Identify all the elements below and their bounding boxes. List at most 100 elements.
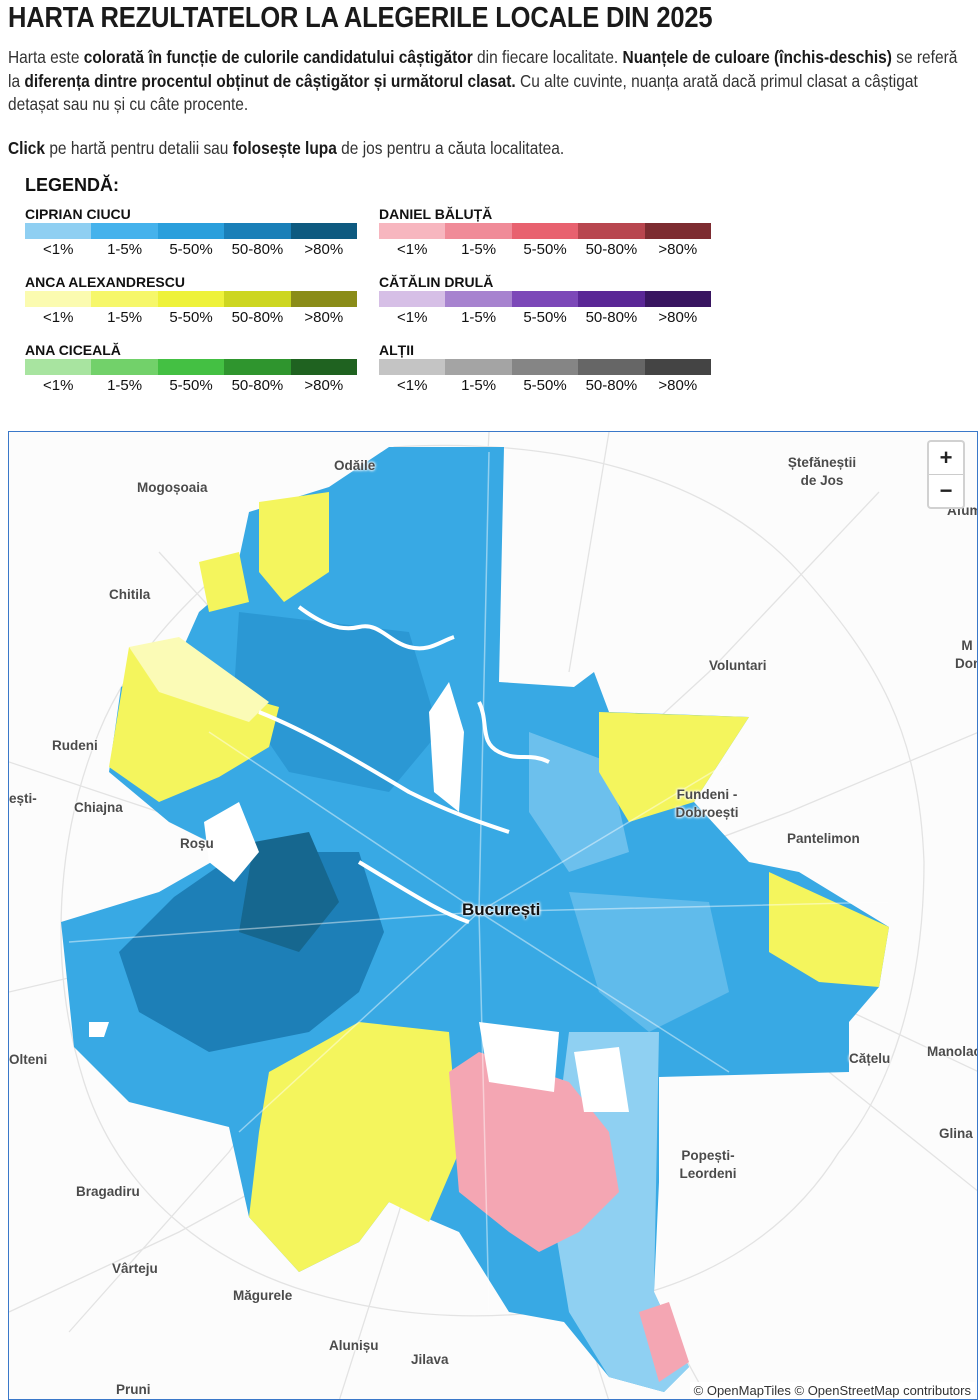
legend-swatch [157, 359, 225, 375]
legend-color-scale [379, 223, 712, 239]
legend-swatch [25, 359, 92, 375]
legend-bin-label: 50-80% [231, 241, 284, 258]
place-label: Pruni [116, 1382, 151, 1397]
legend-bin-label: 5-50% [523, 309, 567, 326]
legend-bin-label: 5-50% [169, 377, 213, 394]
place-label: Măgurele [233, 1288, 293, 1303]
legend-bin-label: >80% [304, 309, 344, 326]
zoom-in-button[interactable]: + [939, 445, 953, 470]
legend-candidate-name: ANA CICEALĂ [25, 342, 121, 358]
legend-swatch [644, 223, 712, 239]
legend-bin-label: <1% [396, 309, 428, 326]
place-label: Mogoșoaia [137, 480, 208, 495]
place-label: Odăile [334, 458, 376, 473]
place-label: Voluntari [709, 658, 767, 673]
legend-bin-label: 1-5% [107, 309, 143, 326]
place-label: Cățelu [849, 1051, 891, 1066]
legend-bin-label: <1% [42, 309, 74, 326]
intro-run: Cu alte cuvinte, nuanța arată dacă primu… [8, 70, 918, 115]
page-title: HARTA REZULTATELOR LA ALEGERILE LOCALE D… [8, 2, 713, 34]
legend-swatch [91, 291, 158, 307]
rivers [258, 605, 550, 924]
legend-bin-label: >80% [304, 377, 344, 394]
legend-swatch [445, 223, 512, 239]
legend-swatch [290, 223, 358, 239]
legend-color-scale [379, 359, 712, 375]
legend-swatch [91, 359, 158, 375]
legend-bin-label: 1-5% [461, 241, 497, 258]
legend-bin-label: 50-80% [585, 309, 638, 326]
intro-run: se referă la [8, 47, 958, 91]
map-attribution: © OpenMapTiles © OpenStreetMap contribut… [689, 1382, 975, 1399]
legend-title: LEGENDĂ: [25, 175, 119, 195]
legend-bin-label: 1-5% [461, 377, 497, 394]
instructions-run: folosește lupa [232, 138, 337, 158]
intro-run: diferența dintre procentul obținut de câ… [24, 70, 516, 91]
intro-run: din fiecare localitate. [472, 47, 623, 67]
legend-bin-label: 1-5% [107, 241, 143, 258]
legend-swatch [445, 291, 512, 307]
legend-ciceala: ANA CICEALĂ <1% 1-5% 5-50% 50-80% >80% [25, 342, 358, 394]
legend-swatch [379, 359, 446, 375]
legend-swatch [578, 359, 645, 375]
map-canvas[interactable] [9, 432, 978, 1400]
legend-drula: CĂTĂLIN DRULĂ <1% 1-5% 5-50% 50-80% >80% [379, 274, 712, 326]
place-label: M Don [955, 638, 977, 671]
place-label: Fundeni - Dobroești [675, 787, 739, 820]
legend-swatch [290, 291, 358, 307]
place-label: Bragadiru [76, 1184, 140, 1199]
place-label: Jilava [411, 1352, 449, 1367]
place-label: Roșu [180, 836, 214, 851]
legend-candidate-name: DANIEL BĂLUȚĂ [379, 206, 493, 222]
legend-swatch [224, 223, 291, 239]
legend-bin-label: >80% [658, 309, 698, 326]
place-label: Rudeni [52, 738, 98, 753]
intro-paragraph: Harta este colorată în funcție de culori… [8, 46, 973, 117]
legend-bin-label: 1-5% [107, 377, 143, 394]
legend-swatch [578, 223, 645, 239]
legend-swatch [224, 359, 291, 375]
legend-candidate-name: ALȚII [379, 342, 414, 358]
legend-swatch [379, 291, 446, 307]
legend-swatch [157, 291, 225, 307]
place-label: ești- [9, 791, 37, 806]
legend-bin-label: 50-80% [231, 309, 284, 326]
legend-bin-label: <1% [42, 241, 74, 258]
legend-baluta: DANIEL BĂLUȚĂ <1% 1-5% 5-50% 50-80% >80% [379, 206, 712, 258]
place-label: Pantelimon [787, 831, 860, 846]
legend-bin-label: 1-5% [461, 309, 497, 326]
legend-bin-label: 50-80% [231, 377, 284, 394]
legend-swatch [290, 359, 358, 375]
legend-swatch [578, 291, 645, 307]
intro-run: Harta este [8, 47, 84, 67]
legend-bin-label: 5-50% [523, 241, 567, 258]
legend-candidate-name: CĂTĂLIN DRULĂ [379, 274, 494, 290]
legend-swatch [644, 291, 712, 307]
legend-swatch [511, 291, 579, 307]
city-label: București [462, 900, 541, 919]
instructions-run: Click [8, 138, 46, 158]
legend-swatch [157, 223, 225, 239]
legend-color-scale [379, 291, 712, 307]
choropleth[interactable] [61, 447, 889, 1392]
legend-altii: ALȚII <1% 1-5% 5-50% 50-80% >80% [379, 342, 712, 394]
place-label: Manolac [927, 1044, 978, 1059]
legend-swatch [25, 291, 92, 307]
zoom-out-button[interactable]: − [929, 474, 963, 507]
legend-bin-label: >80% [658, 241, 698, 258]
place-label: Chiajna [74, 800, 123, 815]
legend-candidate-name: CIPRIAN CIUCU [25, 206, 131, 222]
place-label: Popești-Leordeni [679, 1148, 737, 1181]
legend-color-scale [25, 291, 358, 307]
results-map[interactable]: Odăile Ștefăneștii de Jos Mogoșoaia Afum… [8, 431, 978, 1400]
place-label: Glina [939, 1126, 973, 1141]
legend-bin-label: <1% [396, 241, 428, 258]
place-label: Ștefăneștii de Jos [787, 455, 857, 488]
legend-bin-label: 5-50% [523, 377, 567, 394]
instructions-run: pe hartă pentru detalii sau [45, 138, 233, 158]
legend-bin-label: >80% [304, 241, 344, 258]
legend-swatch [445, 359, 512, 375]
legend-swatch [224, 291, 291, 307]
legend-swatch [511, 223, 579, 239]
legend-swatch [644, 359, 712, 375]
